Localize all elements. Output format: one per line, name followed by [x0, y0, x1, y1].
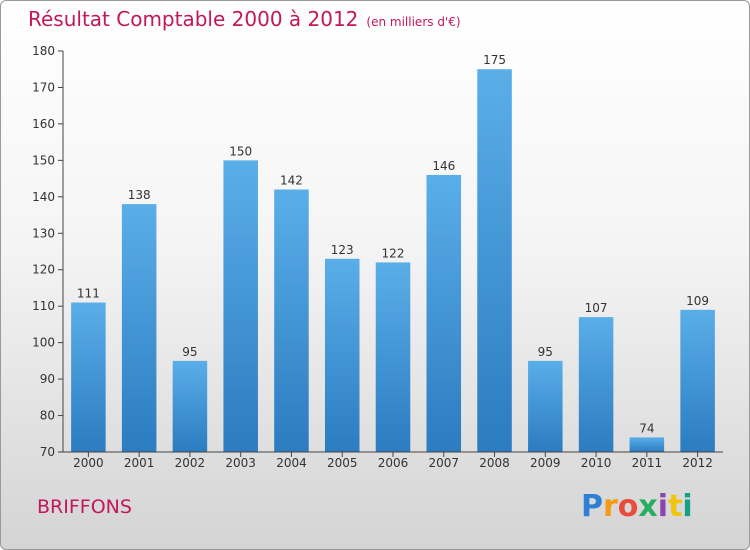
bar-2012: [680, 309, 715, 452]
x-tick-label: 2001: [124, 456, 155, 470]
x-tick-label: 2012: [682, 456, 713, 470]
y-tick-label: 140: [32, 190, 55, 204]
y-axis: 70 80 90 100 110 120 130 140 150 160 170 180: [32, 44, 64, 459]
chart-title-text: Résultat Comptable 2000 à 2012: [28, 7, 359, 31]
x-tick-label: 2000: [73, 456, 104, 470]
y-tick-label: 100: [32, 336, 55, 350]
bar-value-label: 74: [639, 421, 654, 435]
bar-2007: [426, 174, 462, 453]
logo-letter: P: [581, 489, 603, 524]
bar-2011: [629, 437, 665, 452]
y-tick-label: 180: [32, 44, 55, 58]
town-name: BRIFFONS: [37, 496, 132, 518]
bar-value-label: 122: [382, 246, 405, 260]
bar-2005: [324, 258, 360, 452]
chart-subtitle: (en milliers d'€): [366, 15, 461, 29]
logo-letter: i: [682, 489, 693, 524]
bar-value-label: 123: [331, 243, 354, 257]
x-tick-label: 2009: [530, 456, 561, 470]
bar-value-label: 138: [128, 188, 151, 202]
bar-value-label: 109: [686, 294, 709, 308]
logo-letter: t: [668, 489, 683, 524]
bar-2006: [375, 262, 411, 452]
bar-value-label: 146: [432, 159, 455, 173]
logo-letter: i: [657, 489, 669, 524]
bars: 111 138 95 150 142 123 122 146 175 95 107 74 109: [71, 53, 715, 453]
bar-value-label: 111: [77, 287, 100, 301]
bar-value-label: 150: [229, 144, 252, 158]
bar-2002: [172, 360, 208, 452]
y-tick-label: 170: [32, 80, 55, 94]
y-tick-label: 80: [40, 409, 55, 423]
bar-2008: [477, 69, 512, 453]
bar-2001: [121, 204, 157, 452]
x-tick-label: 2004: [276, 456, 307, 470]
logo-letter: x: [638, 489, 658, 524]
bar-value-label: 107: [585, 301, 608, 315]
bar-2000: [71, 302, 106, 452]
bar-2004: [274, 189, 309, 452]
x-axis: 2000 2001 2002 2003 2004 2005 2006 2007 2008 2009…: [63, 451, 723, 470]
y-tick-label: 130: [32, 226, 55, 240]
x-tick-label: 2007: [428, 456, 459, 470]
bar-2009: [528, 360, 563, 452]
logo-letter: o: [617, 489, 639, 524]
x-tick-label: 2003: [225, 456, 256, 470]
y-tick-label: 120: [32, 263, 55, 277]
x-tick-label: 2008: [479, 456, 510, 470]
x-tick-label: 2005: [327, 456, 358, 470]
bar-value-label: 175: [483, 53, 506, 67]
x-tick-label: 2010: [581, 456, 612, 470]
logo-letter: r: [603, 489, 618, 524]
y-tick-label: 150: [32, 153, 55, 167]
x-tick-label: 2006: [378, 456, 409, 470]
y-tick-label: 90: [40, 372, 55, 386]
y-tick-label: 160: [32, 117, 55, 131]
chart-title: Résultat Comptable 2000 à 2012 (en millie…: [28, 7, 461, 31]
y-tick-label: 110: [32, 299, 55, 313]
x-tick-label: 2002: [175, 456, 206, 470]
bar-value-label: 142: [280, 174, 303, 188]
bar-value-label: 95: [538, 345, 553, 359]
bar-2010: [578, 317, 614, 452]
x-tick-label: 2011: [632, 456, 663, 470]
y-tick-label: 70: [40, 445, 55, 459]
proxiti-logo: Proxiti: [581, 489, 693, 524]
bar-value-label: 95: [182, 345, 197, 359]
bar-2003: [223, 160, 258, 452]
